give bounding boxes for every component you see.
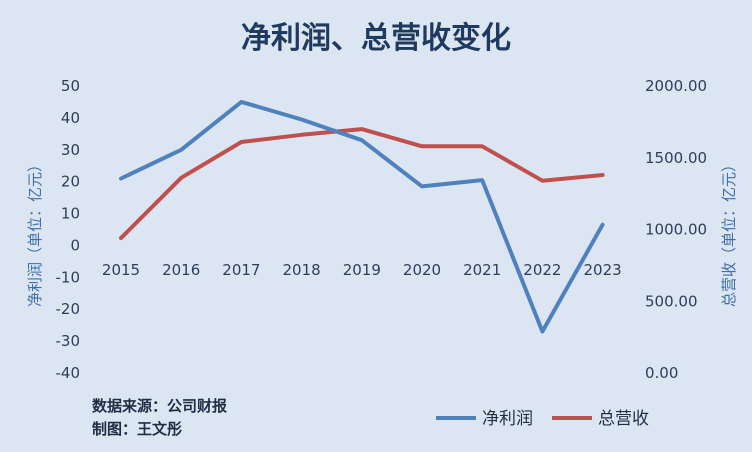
x-category-label: 2022	[523, 261, 561, 279]
x-category-label: 2018	[283, 261, 321, 279]
legend-label-net-profit: 净利润	[482, 409, 533, 429]
x-category-label: 2023	[584, 261, 622, 279]
y-left-tick-label: 20	[61, 173, 80, 191]
x-category-label: 2016	[162, 261, 200, 279]
series-lines	[119, 99, 605, 334]
y-left-tick-labels: 50 40 30 20 10 0 -10 -20 -30 -40	[56, 77, 81, 382]
y-right-tick-label: 1000.00	[645, 221, 707, 239]
x-category-labels: 2015 2016 2017 2018 2019 2020 2021 2022 2023	[102, 261, 622, 279]
y-left-tick-label: -30	[56, 332, 81, 350]
y-left-tick-label: 30	[61, 141, 80, 159]
y-right-tick-label: 2000.00	[645, 77, 707, 95]
y-left-tick-label: 0	[70, 236, 80, 254]
y-left-tick-label: 10	[61, 205, 80, 223]
y-left-tick-label: -20	[56, 300, 81, 318]
y-right-tick-label: 1500.00	[645, 149, 707, 167]
x-category-label: 2020	[403, 261, 441, 279]
x-category-label: 2017	[222, 261, 260, 279]
y-right-tick-label: 0.00	[645, 364, 678, 382]
x-category-label: 2019	[343, 261, 381, 279]
source-note: 数据来源：公司财报	[92, 397, 227, 415]
y-left-tick-label: 40	[61, 109, 80, 127]
y-left-axis-title: 净利润（单位：亿元）	[26, 157, 44, 307]
y-left-tick-label: 50	[61, 77, 80, 95]
x-category-label: 2021	[463, 261, 501, 279]
author-note: 制图：王文彤	[92, 420, 182, 438]
y-right-tick-label: 500.00	[645, 292, 698, 310]
legend-label-revenue: 总营收	[598, 409, 649, 429]
y-right-tick-labels: 2000.00 1500.00 1000.00 500.00 0.00	[645, 77, 707, 382]
x-category-label: 2015	[102, 261, 140, 279]
net-profit-line	[119, 99, 605, 334]
y-right-axis-title: 总营收（单位：亿元）	[720, 157, 738, 307]
legend: 净利润 总营收	[436, 409, 649, 429]
y-left-tick-label: -40	[56, 364, 81, 382]
chart-title: 净利润、总营收变化	[241, 21, 511, 56]
y-left-tick-label: -10	[56, 268, 81, 286]
revenue-line	[119, 127, 605, 241]
